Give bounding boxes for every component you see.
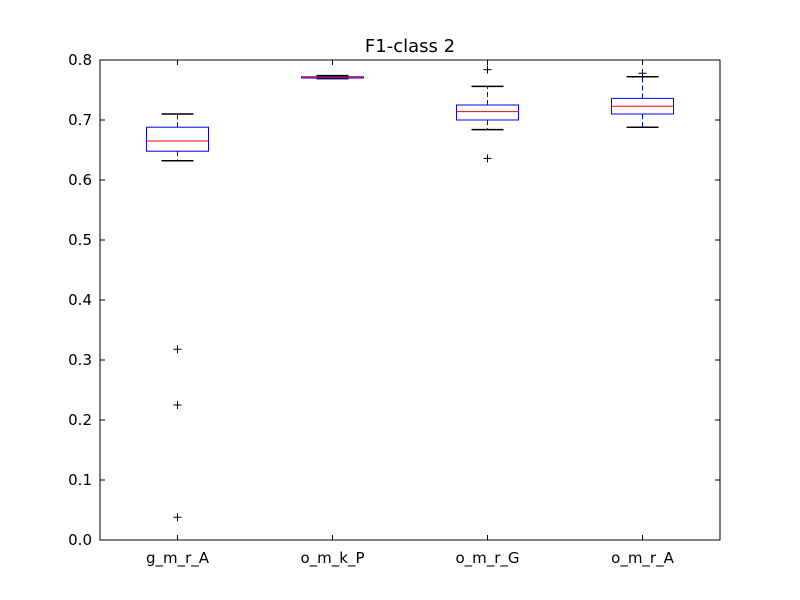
chart-title: F1-class 2 <box>365 36 455 57</box>
outlier-point <box>173 401 182 409</box>
y-tick-label: 0.7 <box>68 111 92 129</box>
box-iqr <box>146 126 209 152</box>
y-tick-label: 0.5 <box>68 231 92 249</box>
y-tick-label: 0.4 <box>68 291 92 309</box>
x-tick-label: g_m_r_A <box>146 549 210 568</box>
outlier-point <box>638 69 647 78</box>
x-tick-label: o_m_r_A <box>611 549 674 568</box>
x-tick-label: o_m_k_P <box>300 549 364 568</box>
y-tick-label: 0.2 <box>68 411 92 429</box>
x-tick-label: o_m_r_G <box>455 549 519 568</box>
box-iqr <box>456 104 519 121</box>
y-tick-label: 0.1 <box>68 471 92 489</box>
y-tick-label: 0.0 <box>68 531 92 549</box>
y-tick-label: 0.6 <box>68 171 92 189</box>
plot-area: 0.0 0.1 0.2 0.3 0.4 0.5 0.6 0.7 0.8 g_m_r_A o_m_k_… <box>68 51 720 568</box>
outlier-point <box>483 65 492 74</box>
y-tick-label: 0.3 <box>68 351 92 369</box>
outlier-point <box>173 513 182 522</box>
outlier-point <box>483 154 492 163</box>
axes-frame <box>99 59 721 541</box>
y-tick-label: 0.8 <box>68 51 92 69</box>
outlier-point <box>173 345 182 354</box>
